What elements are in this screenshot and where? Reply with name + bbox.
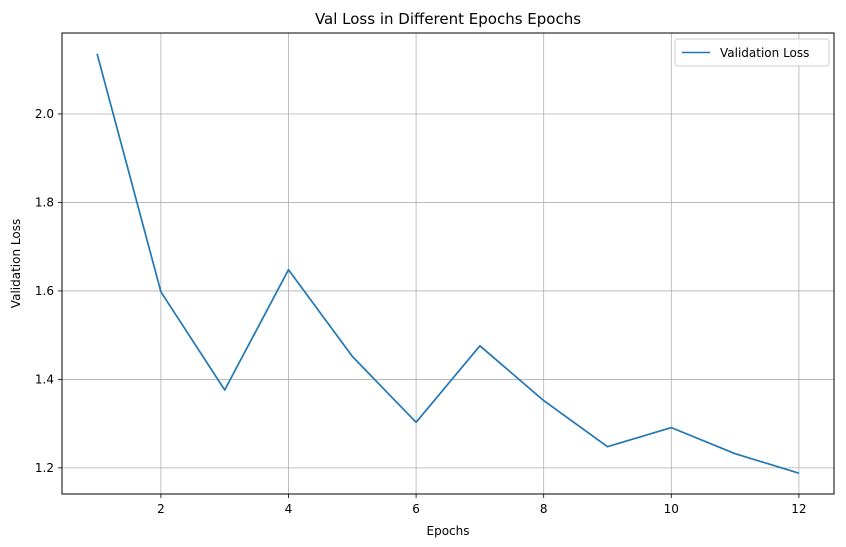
y-axis-label: Validation Loss bbox=[9, 219, 23, 308]
grid-lines bbox=[62, 33, 834, 494]
x-axis-ticks: 2 4 6 8 10 12 bbox=[157, 494, 807, 516]
y-axis-ticks: 1.2 1.4 1.6 1.8 2.0 bbox=[35, 107, 62, 475]
y-tick-label: 1.6 bbox=[35, 284, 54, 298]
series-layer bbox=[96, 53, 800, 475]
y-tick-label: 1.2 bbox=[35, 461, 54, 475]
legend: Validation Loss bbox=[674, 38, 830, 67]
x-tick-label: 6 bbox=[412, 502, 420, 516]
x-tick-label: 2 bbox=[157, 502, 165, 516]
x-axis-label: Epochs bbox=[427, 524, 470, 538]
x-tick-label: 10 bbox=[664, 502, 679, 516]
legend-box bbox=[674, 38, 830, 67]
series-line-validation-loss bbox=[96, 53, 800, 475]
y-tick-label: 1.8 bbox=[35, 195, 54, 209]
x-tick-label: 12 bbox=[791, 502, 806, 516]
x-tick-label: 8 bbox=[540, 502, 548, 516]
legend-label: Validation Loss bbox=[720, 46, 809, 60]
plot-frame bbox=[61, 32, 835, 495]
y-tick-label: 1.4 bbox=[35, 372, 54, 386]
x-tick-label: 4 bbox=[285, 502, 293, 516]
chart-title: Val Loss in Different Epochs Epochs bbox=[315, 10, 581, 28]
y-tick-label: 2.0 bbox=[35, 107, 54, 121]
